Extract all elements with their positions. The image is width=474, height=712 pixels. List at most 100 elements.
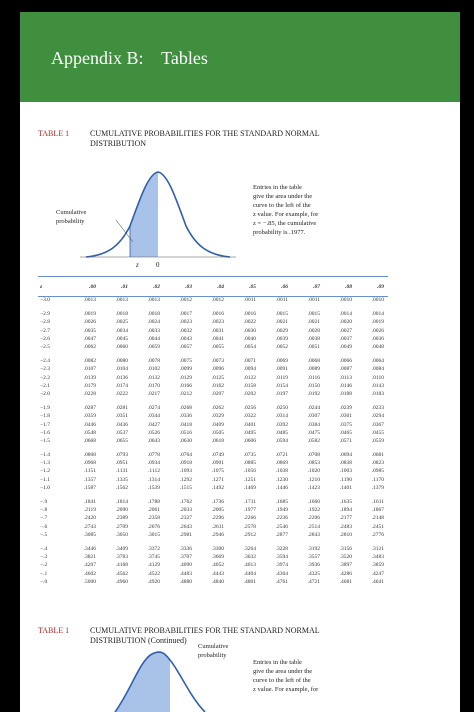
probability-cell: .0060 [115, 344, 128, 351]
probability-cell: .1492 [211, 484, 224, 491]
z-value-cell: −.8 [40, 507, 48, 514]
probability-cell: .0027 [339, 327, 352, 334]
probability-cell: .0038 [307, 335, 320, 342]
table-row: −.7 .2420 .2389 .2358 .2327 .2296 .2266 .2236 .2… [38, 514, 384, 522]
probability-cell: .1469 [243, 484, 256, 491]
probability-cell: .2483 [339, 523, 352, 530]
probability-cell: .0021 [275, 319, 288, 326]
probability-cell: .0233 [371, 405, 384, 412]
probability-cell: .0066 [339, 358, 352, 365]
note-line: curve to the left of the [253, 677, 311, 684]
table-row: −3.0 .0013 .0013 .0013 .0012 .0012 .0011 .0011.… [38, 296, 384, 304]
probability-cell: .0668 [83, 437, 96, 444]
probability-cell: .2676 [147, 523, 160, 530]
probability-cell: .0823 [371, 460, 384, 467]
probability-cell: .2266 [243, 515, 256, 522]
probability-cell: .2296 [211, 515, 224, 522]
probability-cell: .0764 [179, 452, 192, 459]
probability-cell: .0035 [83, 327, 96, 334]
table-caption-continued: TABLE 1 [38, 626, 83, 635]
probability-cell: .0427 [147, 421, 160, 428]
document-page: TABLE 1 CUMULATIVE PROBABILITIES FOR THE… [20, 102, 460, 712]
probability-cell: .0735 [243, 452, 256, 459]
probability-cell: .0037 [339, 335, 352, 342]
probability-cell: .0129 [179, 374, 192, 381]
note-line: give the area under the [253, 193, 313, 200]
probability-cell: .2420 [83, 515, 96, 522]
column-header: .04 [217, 284, 224, 290]
probability-cell: .1685 [275, 499, 288, 506]
probability-cell: .0951 [115, 460, 128, 467]
table-row: −1.7 .0446 .0436 .0427 .0418 .0409 .0401 .0392.… [38, 420, 384, 428]
probability-cell: .3085 [83, 531, 96, 538]
table-row: −2.9 .0019 .0018 .0018 .0017 .0016 .0016 .0015.… [38, 310, 384, 318]
probability-cell: .0047 [83, 335, 96, 342]
probability-cell: .0010 [371, 297, 384, 304]
probability-cell: .0049 [339, 344, 352, 351]
probability-cell: .0244 [307, 405, 320, 412]
arrow-line [115, 219, 134, 243]
probability-cell: .1736 [211, 499, 224, 506]
probability-cell: .1562 [115, 484, 128, 491]
note-line: probability is .1977. [253, 229, 306, 236]
probability-cell: .1841 [83, 499, 96, 506]
note-line: z value. For example, for [253, 686, 319, 693]
probability-cell: .1230 [275, 476, 288, 483]
probability-cell: .2709 [115, 523, 128, 530]
probability-cell: .0681 [371, 452, 384, 459]
probability-cell: .4801 [243, 578, 256, 585]
table-row: −1.2 .1151 .1131 .1112 .1093 .1075 .1056 .1038.… [38, 467, 384, 475]
continued-title-line1: CUMULATIVE PROBABILITIES FOR THE STANDAR… [90, 626, 320, 635]
table-row: −1.1 .1357 .1335 .1314 .1292 .1271 .1251 .1230.… [38, 476, 384, 484]
probability-cell: .0091 [275, 366, 288, 373]
note-line: z value. For example, for [253, 211, 319, 218]
probability-cell: .0041 [211, 335, 224, 342]
probability-cell: .0069 [275, 358, 288, 365]
probability-cell: .1292 [179, 476, 192, 483]
probability-cell: .1056 [243, 468, 256, 475]
probability-cell: .0023 [179, 319, 192, 326]
probability-cell: .1038 [275, 468, 288, 475]
probability-cell: .0721 [275, 452, 288, 459]
probability-cell: .1151 [83, 468, 96, 475]
probability-cell: .0048 [371, 344, 384, 351]
probability-cell: .0192 [307, 390, 320, 397]
table-row: −.8 .2119 .2090 .2061 .2033 .2005 .1977 .1949 .1… [38, 506, 384, 514]
probability-cell: .4325 [307, 570, 320, 577]
probability-cell: .1003 [339, 468, 352, 475]
column-header: .01 [121, 284, 128, 290]
probability-cell: .4681 [339, 578, 352, 585]
probability-cell: .0084 [371, 366, 384, 373]
probability-cell: .0985 [371, 468, 384, 475]
probability-cell: .0057 [179, 344, 192, 351]
probability-cell: .1020 [307, 468, 320, 475]
z-value-cell: −1.6 [40, 429, 50, 436]
probability-cell: .0014 [371, 311, 384, 318]
probability-cell: .0436 [115, 421, 128, 428]
probability-cell: .0021 [307, 319, 320, 326]
probability-cell: .3520 [339, 554, 352, 561]
probability-cell: .3897 [339, 562, 352, 569]
probability-cell: .0026 [83, 319, 96, 326]
probability-cell: .3707 [179, 554, 192, 561]
probability-cell: .2061 [147, 507, 160, 514]
probability-cell: .0485 [275, 429, 288, 436]
probability-cell: .0132 [147, 374, 160, 381]
table-row: −.4 .3446 .3409 .3372 .3336 .3300 .3264 .3228 .3… [38, 545, 384, 553]
probability-cell: .0217 [147, 390, 160, 397]
probability-cell: .4443 [211, 570, 224, 577]
probability-cell: .4721 [307, 578, 320, 585]
probability-cell: .0099 [179, 366, 192, 373]
probability-cell: .0116 [307, 374, 320, 381]
probability-cell: .1271 [211, 476, 224, 483]
z-value-cell: −1.8 [40, 413, 50, 420]
probability-cell: .0062 [83, 344, 96, 351]
probability-cell: .0351 [115, 413, 128, 420]
probability-cell: .0015 [307, 311, 320, 318]
probability-cell: .3821 [83, 554, 96, 561]
z-value-cell: −2.4 [40, 358, 50, 365]
probability-cell: .0125 [211, 374, 224, 381]
probability-cell: .1660 [307, 499, 320, 506]
probability-cell: .0107 [83, 366, 96, 373]
probability-cell: .0475 [307, 429, 320, 436]
